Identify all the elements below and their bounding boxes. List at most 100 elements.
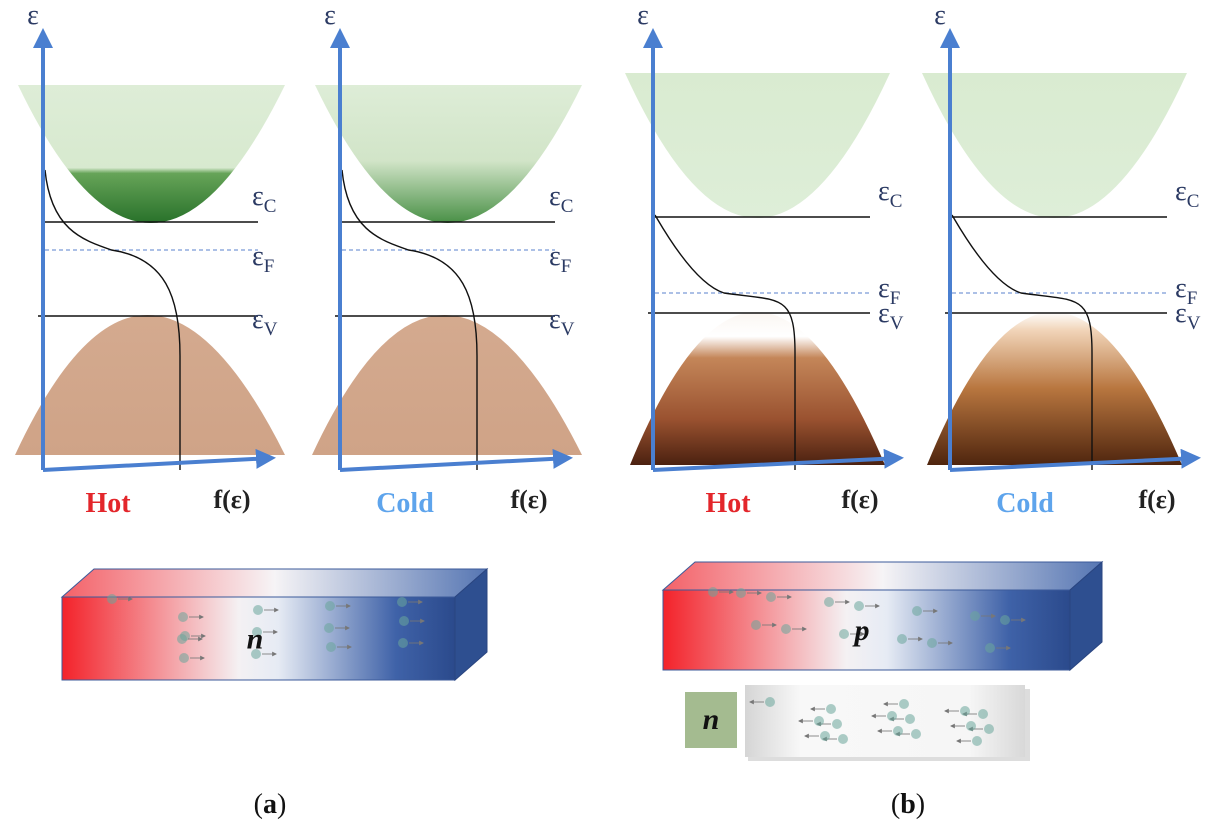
carrier (984, 724, 994, 734)
valence-band (15, 315, 285, 455)
level-symbol: ε (1175, 176, 1187, 207)
carrier (838, 734, 848, 744)
carrier (978, 709, 988, 719)
carrier (893, 726, 903, 736)
carrier (736, 588, 746, 598)
carrier (960, 706, 970, 716)
carrier (826, 704, 836, 714)
carrier (972, 736, 982, 746)
conduction-band (315, 85, 582, 223)
inset-label: n (703, 703, 720, 736)
carrier (751, 620, 761, 630)
temperature-label: Hot (85, 488, 131, 519)
y-axis-label: ε (27, 0, 39, 31)
level-subscript: F (1187, 288, 1198, 309)
conduction-band (625, 73, 890, 218)
caption-close: ) (916, 789, 925, 820)
caption-close: ) (277, 789, 286, 820)
bar-label: p (852, 614, 870, 647)
level-symbol: ε (549, 304, 561, 335)
caption: (b) (891, 789, 925, 820)
carrier (325, 601, 335, 611)
level-symbol: ε (878, 298, 890, 329)
level-label: εV (252, 304, 278, 340)
carrier (832, 719, 842, 729)
level-symbol: ε (252, 304, 264, 335)
caption-letter: b (900, 789, 916, 820)
level-subscript: V (264, 319, 278, 340)
caption-open: ( (891, 789, 900, 820)
level-subscript: V (561, 319, 575, 340)
x-axis-label: f(ε) (841, 485, 878, 514)
level-subscript: V (1187, 313, 1201, 334)
carrier (766, 592, 776, 602)
bar-label: n (247, 623, 264, 656)
carrier (177, 634, 187, 644)
carrier (970, 611, 980, 621)
x-axis-label: f(ε) (510, 485, 547, 514)
level-subscript: F (890, 288, 901, 309)
carrier (253, 605, 263, 615)
x-axis (340, 458, 569, 470)
level-symbol: ε (549, 181, 561, 212)
carrier (854, 601, 864, 611)
carrier (899, 699, 909, 709)
level-subscript: C (264, 196, 277, 217)
carrier (178, 612, 188, 622)
carrier (708, 587, 718, 597)
carrier (905, 714, 915, 724)
valence-band (312, 315, 582, 455)
carrier (781, 624, 791, 634)
y-axis-label: ε (324, 0, 336, 31)
carrier (399, 616, 409, 626)
carrier (397, 597, 407, 607)
temperature-label: Cold (376, 488, 434, 519)
y-axis-label: ε (934, 0, 946, 31)
conduction-band (922, 73, 1187, 218)
carrier (966, 721, 976, 731)
level-label: εV (549, 304, 575, 340)
inset-strip (745, 685, 1025, 757)
level-symbol: ε (1175, 298, 1187, 329)
bar-top (62, 569, 487, 597)
level-label: εC (252, 181, 276, 217)
x-axis-label: f(ε) (213, 485, 250, 514)
level-label: εC (1175, 176, 1199, 212)
carrier (326, 642, 336, 652)
x-axis (43, 458, 272, 470)
level-subscript: V (890, 313, 904, 334)
carrier (765, 697, 775, 707)
level-label: εC (878, 176, 902, 212)
caption-open: ( (254, 789, 263, 820)
carrier (912, 606, 922, 616)
level-subscript: C (1187, 191, 1200, 212)
level-symbol: ε (252, 181, 264, 212)
y-axis-label: ε (637, 0, 649, 31)
conduction-band (18, 85, 285, 223)
valence-band (630, 312, 885, 465)
level-subscript: C (561, 196, 574, 217)
bar-top (663, 562, 1102, 590)
carrier (839, 629, 849, 639)
level-symbol: ε (252, 241, 264, 272)
carrier (1000, 615, 1010, 625)
carrier (911, 729, 921, 739)
carrier (814, 716, 824, 726)
carrier (985, 643, 995, 653)
carrier (927, 638, 937, 648)
caption: (a) (254, 789, 287, 820)
carrier (107, 594, 117, 604)
level-label: εC (549, 181, 573, 217)
carrier (897, 634, 907, 644)
level-subscript: F (264, 256, 275, 277)
figure: εf(ε)HotεCεFεVεf(ε)ColdεCεFεVεf(ε)HotεCε… (0, 0, 1225, 831)
level-label: εF (549, 241, 571, 277)
level-subscript: C (890, 191, 903, 212)
level-symbol: ε (549, 241, 561, 272)
caption-letter: a (263, 789, 277, 820)
level-subscript: F (561, 256, 572, 277)
temperature-label: Cold (996, 488, 1054, 519)
carrier (824, 597, 834, 607)
valence-band (927, 312, 1182, 465)
carrier (179, 653, 189, 663)
